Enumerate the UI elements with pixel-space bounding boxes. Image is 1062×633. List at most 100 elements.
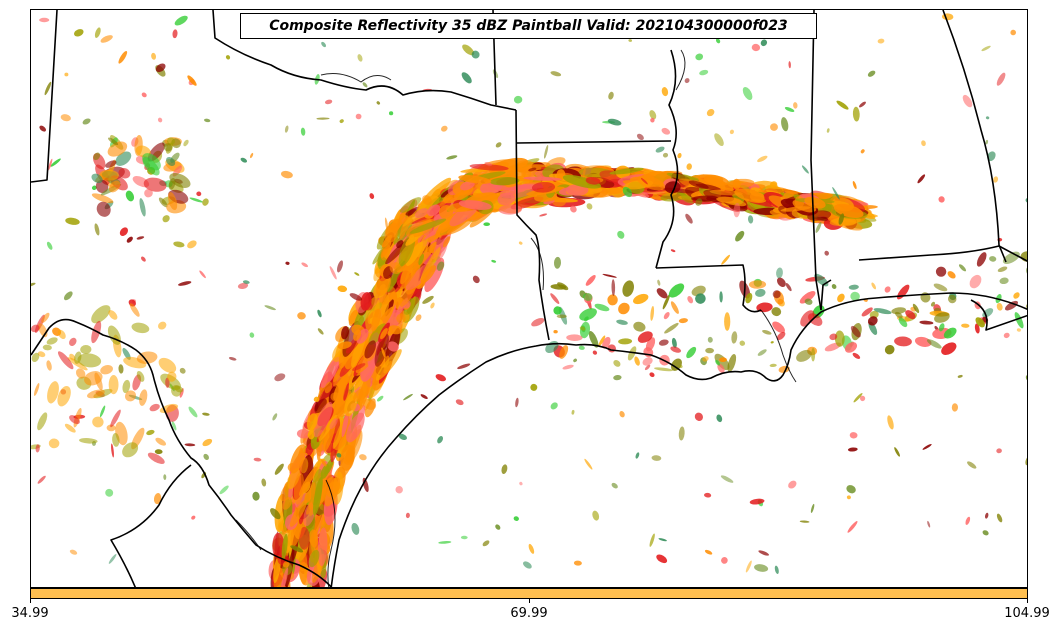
- al-ga-border: [942, 10, 1007, 263]
- reflectivity-cell: [637, 331, 653, 343]
- reflectivity-cell: [958, 264, 967, 272]
- reflectivity-cell: [96, 201, 111, 217]
- reflectivity-cell: [747, 215, 754, 224]
- reflectivity-cell: [351, 522, 360, 535]
- reflectivity-cell: [847, 521, 858, 533]
- reflectivity-cell: [748, 280, 767, 289]
- reflectivity-cell: [228, 357, 237, 361]
- reflectivity-cell: [920, 292, 931, 303]
- reflectivity-cell: [320, 464, 330, 479]
- reflectivity-cell: [337, 341, 352, 350]
- reflectivity-cell: [105, 488, 114, 497]
- reflectivity-cell: [523, 561, 532, 569]
- reflectivity-cell: [237, 282, 249, 289]
- reflectivity-cell: [158, 357, 177, 373]
- reflectivity-cell: [677, 152, 682, 159]
- gulf-coastline: [330, 292, 1027, 587]
- reflectivity-cell: [846, 485, 856, 494]
- reflectivity-cell: [422, 195, 432, 206]
- river-sabine: [530, 237, 544, 291]
- reflectivity-cell: [573, 560, 582, 566]
- reflectivity-cell: [281, 533, 288, 561]
- reflectivity-cell: [118, 168, 131, 179]
- reflectivity-cell: [571, 409, 575, 415]
- reflectivity-cell: [762, 329, 772, 335]
- reflectivity-cell: [938, 196, 945, 203]
- reflectivity-cell: [280, 170, 293, 179]
- reflectivity-cell: [491, 259, 497, 263]
- reflectivity-cell: [706, 109, 715, 117]
- reflectivity-cell: [715, 38, 721, 44]
- reflectivity-cell: [188, 406, 198, 418]
- reflectivity-cell: [64, 72, 69, 77]
- reflectivity-cell: [861, 307, 873, 317]
- reflectivity-cell: [99, 405, 106, 418]
- reflectivity-cell: [151, 52, 157, 60]
- reflectivity-cell: [405, 512, 410, 519]
- reflectivity-cell: [926, 339, 942, 349]
- reflectivity-cell: [125, 390, 136, 402]
- reflectivity-cell: [757, 349, 767, 356]
- reflectivity-cell: [142, 157, 160, 176]
- reflectivity-cell: [757, 155, 768, 163]
- reflectivity-cell: [657, 279, 661, 286]
- reflectivity-cell: [141, 256, 146, 262]
- reflectivity-cell: [330, 392, 342, 402]
- reflectivity-cell: [770, 341, 774, 344]
- reflectivity-cell: [829, 333, 838, 341]
- reflectivity-cell: [921, 140, 926, 147]
- reflectivity-cell: [785, 283, 792, 292]
- reflectivity-cell: [745, 292, 753, 304]
- reflectivity-cell: [300, 127, 306, 136]
- reflectivity-cell: [716, 196, 742, 204]
- reflectivity-cell: [79, 438, 98, 444]
- reflectivity-cell: [877, 38, 885, 44]
- reflectivity-cell: [654, 367, 673, 372]
- reflectivity-cell: [284, 125, 289, 133]
- reflectivity-cell: [751, 43, 761, 52]
- reflectivity-cell: [905, 310, 916, 320]
- reflectivity-cell: [754, 564, 769, 572]
- reflectivity-cell: [585, 177, 601, 185]
- reflectivity-cell: [573, 358, 577, 363]
- reflectivity-cell: [154, 449, 163, 455]
- reflectivity-cell: [844, 342, 858, 353]
- reflectivity-cell: [1010, 29, 1017, 36]
- reflectivity-cell: [108, 137, 119, 146]
- reflectivity-cell: [1025, 197, 1027, 204]
- reflectivity-cell: [436, 231, 442, 239]
- reflectivity-cell: [274, 373, 286, 382]
- reflectivity-cell: [139, 389, 148, 406]
- reflectivity-cell: [389, 111, 394, 116]
- reflectivity-cell: [867, 316, 878, 326]
- reflectivity-cell: [685, 213, 693, 224]
- reflectivity-cell: [550, 71, 562, 77]
- reflectivity-cell: [671, 358, 682, 371]
- reflectivity-cell: [784, 106, 795, 113]
- reflectivity-cell: [122, 379, 131, 394]
- reflectivity-cell: [187, 240, 197, 249]
- reflectivity-cell: [438, 541, 452, 544]
- reflectivity-cell: [80, 344, 92, 355]
- reflectivity-cell: [663, 312, 670, 320]
- reflectivity-cell: [658, 538, 667, 542]
- reflectivity-cell: [670, 249, 676, 253]
- reflectivity-cell: [618, 302, 630, 315]
- state-boundaries: [31, 10, 1027, 587]
- reflectivity-cell: [967, 461, 977, 469]
- reflectivity-cell: [592, 350, 598, 355]
- reflectivity-cell: [349, 293, 362, 301]
- reflectivity-cell: [261, 478, 267, 487]
- reflectivity-cell: [679, 364, 683, 369]
- reflectivity-cell: [656, 554, 668, 564]
- reflectivity-cell: [100, 364, 113, 375]
- reflectivity-cell: [483, 222, 490, 226]
- reflectivity-cell: [167, 192, 178, 211]
- reflectivity-cell: [179, 367, 186, 374]
- reflectivity-cell: [376, 395, 384, 402]
- reflectivity-cell: [996, 513, 1003, 523]
- reflectivity-cell: [602, 273, 617, 278]
- reflectivity-cell: [619, 411, 625, 418]
- reflectivity-cell: [436, 261, 445, 271]
- reflectivity-cell: [122, 442, 139, 458]
